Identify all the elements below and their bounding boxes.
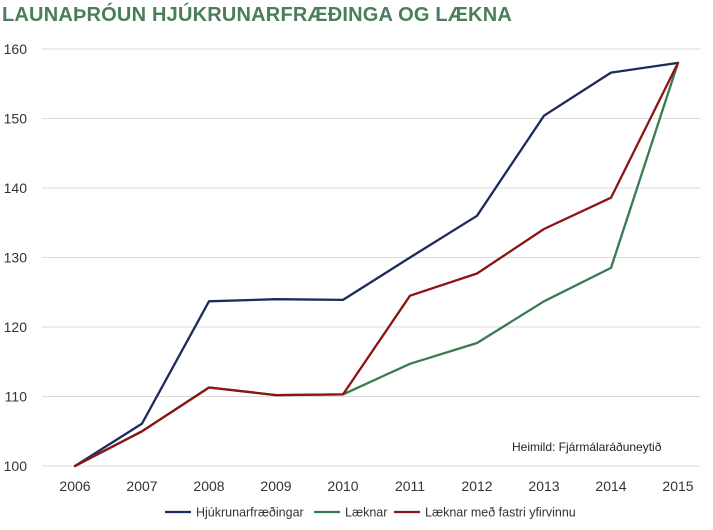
source-annotation: Heimild: Fjármálaráðuneytið	[512, 440, 662, 454]
series-line	[73, 61, 680, 468]
y-tick-label: 100	[4, 458, 28, 474]
y-tick-label: 110	[5, 389, 28, 405]
chart-title: LAUNAÞRÓUN HJÚKRUNARFRÆÐINGA OG LÆKNA	[2, 4, 512, 26]
gridlines	[42, 48, 700, 467]
y-tick-label: 150	[4, 111, 28, 127]
x-tick-label: 2015	[662, 478, 693, 494]
series-line	[73, 61, 680, 468]
x-tick-label: 2013	[528, 478, 559, 494]
y-tick-label: 160	[4, 41, 28, 57]
series-line	[73, 61, 680, 468]
series-lines	[73, 61, 680, 468]
legend-label: Læknar með fastri yfirvinnu	[425, 506, 576, 520]
x-tick-label: 2012	[461, 478, 492, 494]
y-tick-label: 140	[4, 180, 28, 196]
y-axis-ticks: 100 110 120 130 140 150 160	[4, 41, 28, 474]
x-tick-label: 2008	[193, 478, 224, 494]
legend: Hjúkrunarfræðingar Læknar Læknar með fastr…	[165, 506, 576, 520]
x-tick-label: 2010	[327, 478, 358, 494]
y-tick-label: 130	[4, 250, 28, 266]
x-tick-label: 2014	[595, 478, 626, 494]
legend-label: Læknar	[345, 506, 387, 520]
x-tick-label: 2009	[260, 478, 291, 494]
x-tick-label: 2006	[59, 478, 90, 494]
x-tick-label: 2007	[126, 478, 157, 494]
x-tick-label: 2011	[395, 478, 425, 494]
x-axis-ticks: 2006 2007 2008 2009 2010 2011 2012 2013 2014 2015	[59, 478, 693, 494]
y-tick-label: 120	[4, 319, 28, 335]
legend-label: Hjúkrunarfræðingar	[196, 506, 304, 520]
